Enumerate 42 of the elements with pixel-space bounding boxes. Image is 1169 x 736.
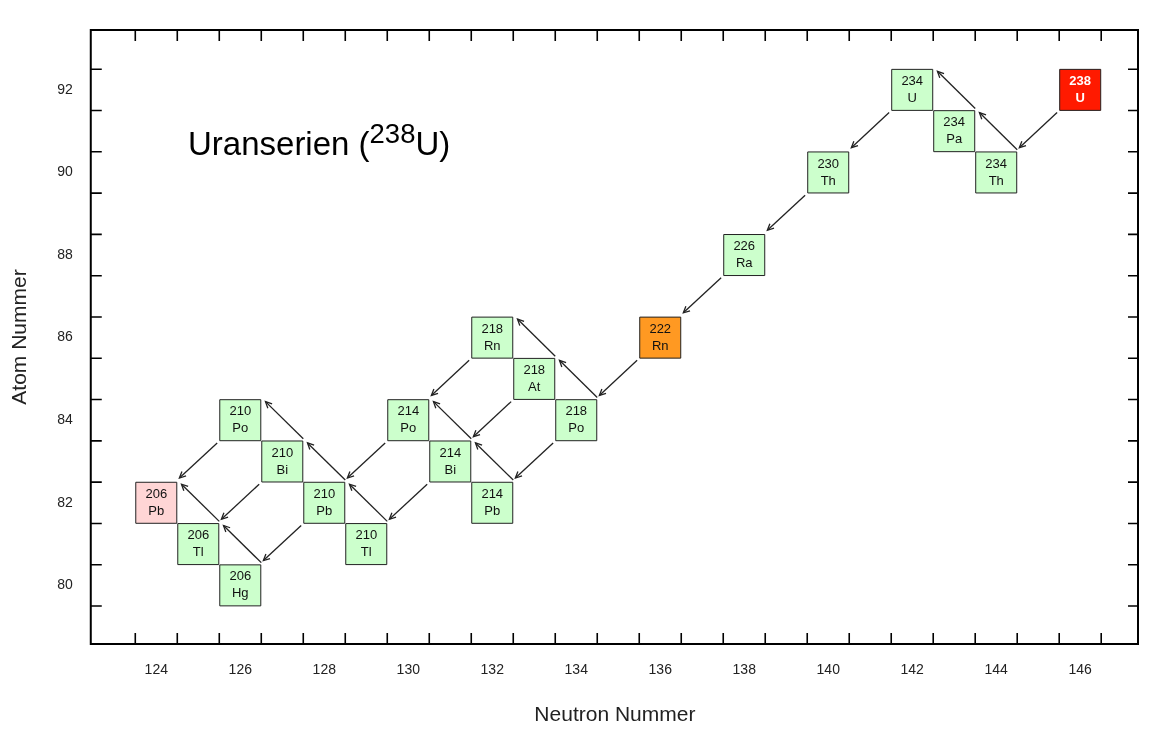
annotation: 206 Pb (145, 485, 168, 518)
annotation: 206 Hg (229, 568, 252, 601)
annotation: 210 Bi (271, 444, 294, 477)
annotation: 234 U (901, 72, 924, 105)
x-tick-label: 124 (144, 661, 169, 678)
y-tick-label: 88 (57, 245, 73, 262)
y-axis-title: Atom Nummer (7, 269, 31, 405)
x-tick-label: 142 (900, 661, 925, 678)
y-tick-label: 84 (57, 411, 73, 428)
x-tick-label: 144 (984, 661, 1009, 678)
y-tick-label: 80 (57, 576, 73, 593)
annotation: 218 At (523, 361, 546, 394)
annotation: 230 Th (817, 155, 840, 188)
annotation: 210 Pb (313, 485, 336, 518)
annotation: 238 U (1069, 72, 1092, 105)
annotation: 234 Th (985, 155, 1008, 188)
annotation: 210 Po (229, 403, 252, 436)
annotation: 222 Rn (649, 320, 672, 353)
annotation: 206 Tl (187, 527, 210, 560)
x-tick-label: 138 (732, 661, 757, 678)
y-tick-label: 92 (57, 80, 73, 97)
x-tick-label: 132 (480, 661, 505, 678)
x-tick-label: 136 (648, 661, 673, 678)
annotation: 210 Tl (355, 527, 378, 560)
annotation: 234 Pa (943, 114, 966, 147)
y-tick-label: 90 (57, 163, 73, 180)
annotation: 218 Rn (481, 320, 504, 353)
x-axis-title: Neutron Nummer (534, 702, 696, 726)
x-tick-label: 128 (312, 661, 337, 678)
x-tick-label: 126 (228, 661, 253, 678)
y-tick-label: 86 (57, 328, 73, 345)
x-tick-label: 146 (1068, 661, 1093, 678)
annotation: 226 Ra (733, 238, 756, 271)
annotation: 214 Po (397, 403, 420, 436)
x-tick-label: 140 (816, 661, 841, 678)
text: Uranserien ($^{238}$U) (188, 118, 451, 163)
y-tick-label: 82 (57, 493, 73, 510)
annotation: 218 Po (565, 403, 588, 436)
annotation: 214 Pb (481, 485, 504, 518)
x-tick-label: 134 (564, 661, 589, 678)
x-tick-label: 130 (396, 661, 421, 678)
annotation: 214 Bi (439, 444, 462, 477)
